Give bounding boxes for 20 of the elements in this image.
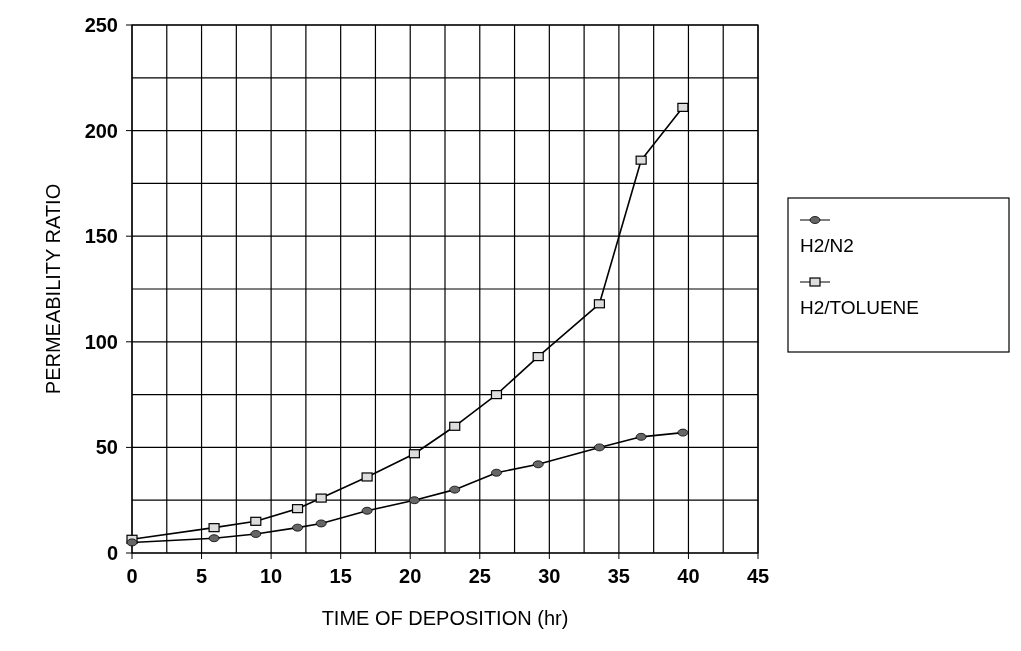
y-tick-label: 50 [95,436,118,459]
x-tick-label: 5 [195,565,208,587]
x-tick-label: 35 [607,565,631,587]
y-tick-label: 250 [84,14,118,36]
y-axis-title: PERMEABILITY RATIO [42,183,64,395]
y-tick-label: 0 [106,542,118,564]
x-tick-label: 45 [746,565,770,587]
y-tick-label: 150 [84,225,118,248]
x-tick-label: 30 [538,565,561,587]
x-tick-label: 15 [329,565,352,587]
x-tick-label: 40 [677,565,700,587]
y-tick-label: 100 [84,330,118,353]
x-axis-title: TIME OF DEPOSITION (hr) [321,607,569,629]
legend-label: H2/N2 [800,235,854,256]
x-tick-label: 10 [259,565,283,587]
y-tick-label: 200 [84,119,118,142]
x-tick-label: 0 [126,565,138,587]
x-tick-label: 20 [399,565,422,587]
x-tick-label: 25 [468,565,491,587]
legend-label: H2/TOLUENE [800,297,919,318]
